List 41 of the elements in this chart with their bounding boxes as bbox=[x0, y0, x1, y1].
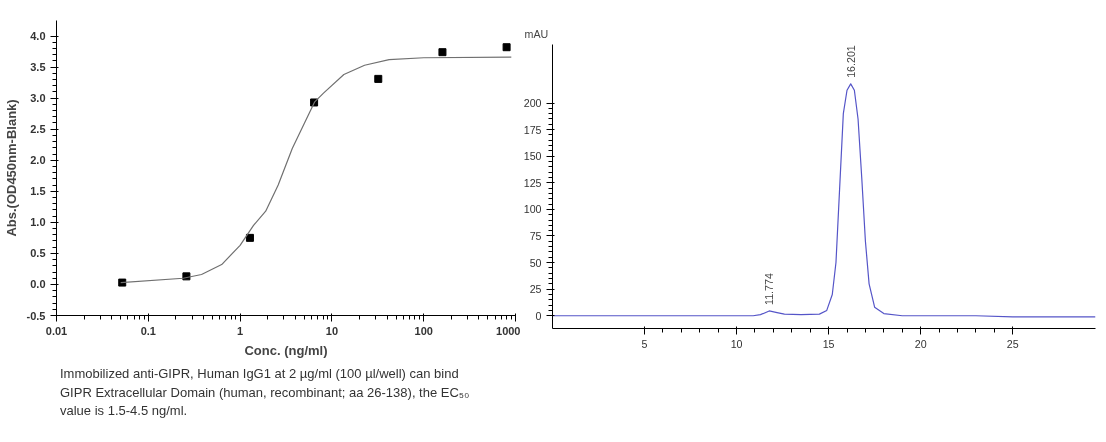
y-tick-label: 0 bbox=[535, 309, 542, 322]
y-tick-label: 2.5 bbox=[30, 123, 46, 136]
y-tick-label: 100 bbox=[523, 203, 542, 216]
point bbox=[245, 233, 254, 242]
x-tick-label: 0.01 bbox=[45, 324, 68, 337]
text: Immobilized anti-GIPR, Human IgG1 at 2 µg/ml (100 µl/well) can bind GIPR Extracellular Domain (human, recombinant; aa 26-138), the EC₅₀ value is 1.5-4.5 ng/ml. bbox=[60, 365, 471, 421]
x-tick-label: 100 bbox=[414, 324, 433, 337]
y-tick-label: 3.0 bbox=[30, 92, 46, 105]
x-tick-label: 15 bbox=[822, 337, 835, 350]
x-tick-label: 1 bbox=[237, 324, 244, 337]
x-tick-label: 25 bbox=[1006, 337, 1019, 350]
y-tick-label: 150 bbox=[523, 150, 542, 163]
annotation: 16.201 bbox=[844, 45, 857, 78]
x-tick-label: 0.1 bbox=[140, 324, 156, 337]
point bbox=[438, 48, 447, 57]
x-tick-label: 10 bbox=[730, 337, 743, 350]
y-tick-label: 50 bbox=[529, 256, 542, 269]
y-axis-title: mAU bbox=[524, 27, 549, 40]
y-tick-label: 200 bbox=[523, 97, 542, 109]
y-tick-label: 175 bbox=[523, 123, 542, 136]
x-tick-label: 5 bbox=[641, 337, 648, 350]
y-tick-label: 3.5 bbox=[30, 61, 46, 74]
y-tick-label: 125 bbox=[523, 176, 542, 189]
y-tick-label: 2.0 bbox=[30, 154, 46, 167]
y-tick-label: 1.5 bbox=[30, 185, 46, 198]
y-tick-label: 1.0 bbox=[30, 216, 46, 229]
x-tick-label: 10 bbox=[325, 324, 339, 337]
y-tick-label: 25 bbox=[529, 283, 542, 296]
y-tick-label: 4.0 bbox=[30, 30, 46, 43]
line-series bbox=[552, 83, 1096, 318]
x-axis-title: Conc. (ng/ml) bbox=[244, 342, 328, 358]
x-tick-label: 20 bbox=[914, 337, 927, 350]
point bbox=[502, 43, 511, 52]
y-axis-title: Abs.(OD450nm-Blank) bbox=[3, 99, 19, 237]
point bbox=[374, 74, 383, 83]
y-tick-label: 0.5 bbox=[30, 247, 46, 260]
annotation: 11.774 bbox=[763, 273, 776, 305]
y-tick-label: 0.0 bbox=[30, 278, 46, 291]
y-tick-label: -0.5 bbox=[26, 309, 46, 322]
x-tick-label: 1000 bbox=[496, 324, 521, 337]
y-tick-label: 75 bbox=[529, 229, 542, 242]
